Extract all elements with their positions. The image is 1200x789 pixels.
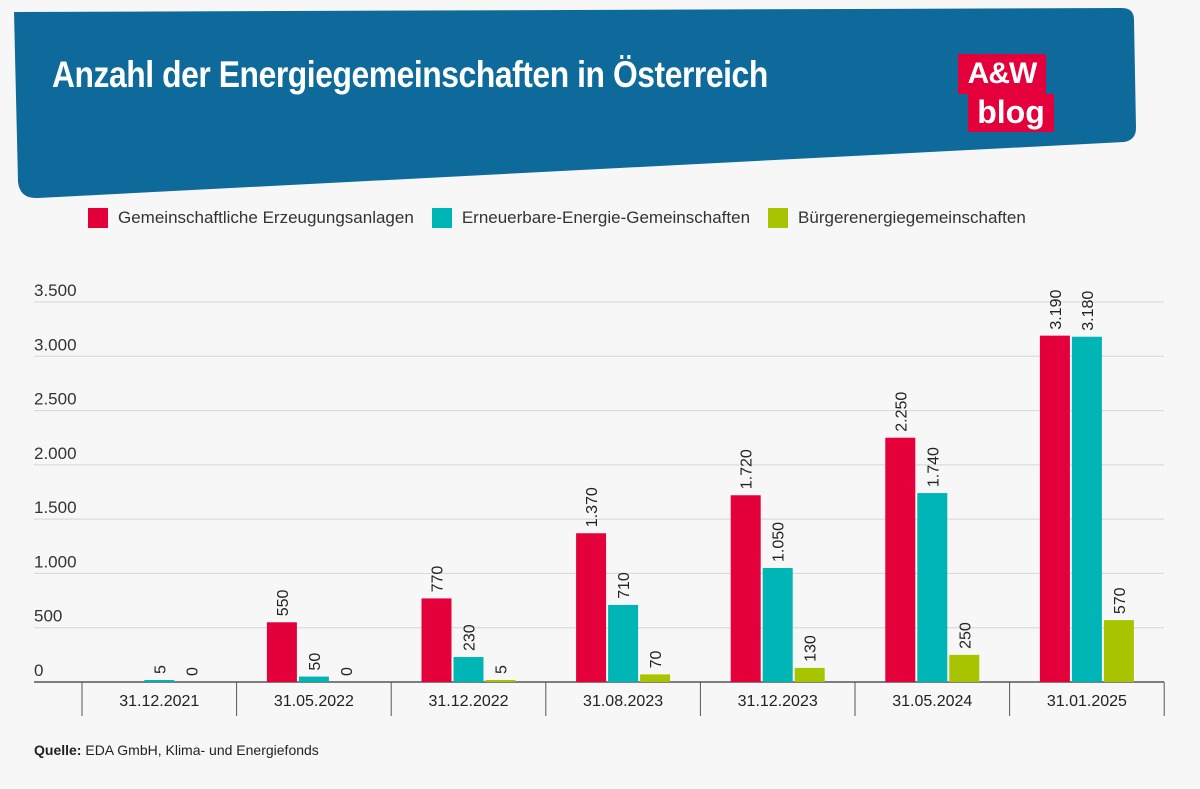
legend-label: Gemeinschaftliche Erzeugungsanlagen <box>118 208 414 227</box>
bar-value-label: 1.720 <box>739 449 756 489</box>
bar-eeg <box>917 493 948 682</box>
legend-item-beg: Bürgerenergiegemeinschaften <box>768 208 1026 228</box>
chart-legend: Gemeinschaftliche Erzeugungsanlagen Erne… <box>88 208 1026 228</box>
y-tick-label: 500 <box>34 607 62 626</box>
bar-value-label: 70 <box>648 651 665 669</box>
source-label: Quelle: <box>34 742 82 758</box>
logo-text-aw: A&W <box>958 54 1046 94</box>
bar-value-label: 130 <box>803 635 820 662</box>
bar-eeg <box>144 680 175 682</box>
bar-value-label: 570 <box>1112 587 1129 614</box>
bar-erzeugungsanlagen <box>885 437 916 682</box>
bar-value-label: 230 <box>462 624 479 651</box>
source-note: Quelle: EDA GmbH, Klima- und Energiefond… <box>34 742 319 758</box>
bar-beg <box>1103 620 1134 682</box>
header-banner <box>14 8 1136 199</box>
legend-item-erzeugungsanlagen: Gemeinschaftliche Erzeugungsanlagen <box>88 208 414 228</box>
source-text: EDA GmbH, Klima- und Energiefonds <box>81 742 319 758</box>
logo-text-blog: blog <box>968 94 1054 132</box>
bar-value-label: 250 <box>957 622 974 649</box>
bar-beg <box>485 680 516 682</box>
bar-value-label: 2.250 <box>893 392 910 432</box>
bar-value-label: 5 <box>152 665 169 674</box>
x-tick-label: 31.05.2024 <box>892 693 972 710</box>
bar-beg <box>640 674 671 682</box>
legend-swatch-green <box>768 208 789 228</box>
bar-value-label: 1.740 <box>925 447 942 487</box>
legend-label: Bürgerenergiegemeinschaften <box>798 208 1026 227</box>
bar-beg <box>949 654 980 682</box>
bar-value-label: 770 <box>430 566 447 593</box>
x-tick-label: 31.12.2023 <box>738 693 818 710</box>
x-tick-label: 31.01.2025 <box>1047 693 1127 710</box>
x-tick-label: 31.12.2022 <box>428 693 508 710</box>
aw-blog-logo[interactable]: A&W blog <box>958 54 1054 134</box>
bar-eeg <box>762 568 793 682</box>
bar-erzeugungsanlagen <box>730 495 761 682</box>
x-tick-label: 31.12.2021 <box>119 693 199 710</box>
y-tick-label: 1.000 <box>34 552 77 571</box>
bar-value-label: 550 <box>275 589 292 616</box>
bar-value-label: 0 <box>339 667 356 676</box>
bar-erzeugungsanlagen <box>1039 335 1070 682</box>
bar-value-label: 3.190 <box>1048 290 1065 330</box>
x-tick-label: 31.08.2023 <box>583 693 663 710</box>
bar-beg <box>794 667 825 682</box>
y-tick-label: 1.500 <box>34 498 77 517</box>
bar-eeg <box>453 657 484 682</box>
y-tick-label: 3.000 <box>34 335 77 354</box>
y-tick-label: 3.500 <box>34 281 77 300</box>
y-tick-label: 2.500 <box>34 390 77 409</box>
bar-value-label: 1.050 <box>771 522 788 562</box>
bar-value-label: 5 <box>494 665 511 674</box>
bar-value-label: 50 <box>307 653 324 671</box>
legend-label: Erneuerbare-Energie-Gemeinschaften <box>461 208 751 227</box>
page-title: Anzahl der Energiegemeinschaften in Öste… <box>52 54 768 95</box>
bar-value-label: 3.180 <box>1080 291 1097 331</box>
x-tick-label: 31.05.2022 <box>274 693 354 710</box>
y-tick-label: 2.000 <box>34 444 77 463</box>
bar-eeg <box>608 604 639 682</box>
bar-erzeugungsanlagen <box>266 622 297 682</box>
bar-eeg <box>1071 336 1102 682</box>
bar-value-label: 0 <box>184 667 201 676</box>
legend-swatch-red <box>88 208 108 228</box>
y-tick-label: 0 <box>34 661 43 680</box>
bar-erzeugungsanlagen <box>576 533 607 682</box>
bar-erzeugungsanlagen <box>421 598 452 682</box>
legend-item-eeg: Erneuerbare-Energie-Gemeinschaften <box>431 208 751 228</box>
bar-value-label: 1.370 <box>584 487 601 527</box>
legend-swatch-teal <box>431 208 452 228</box>
bar-value-label: 710 <box>616 572 633 599</box>
bar-eeg <box>298 676 329 682</box>
